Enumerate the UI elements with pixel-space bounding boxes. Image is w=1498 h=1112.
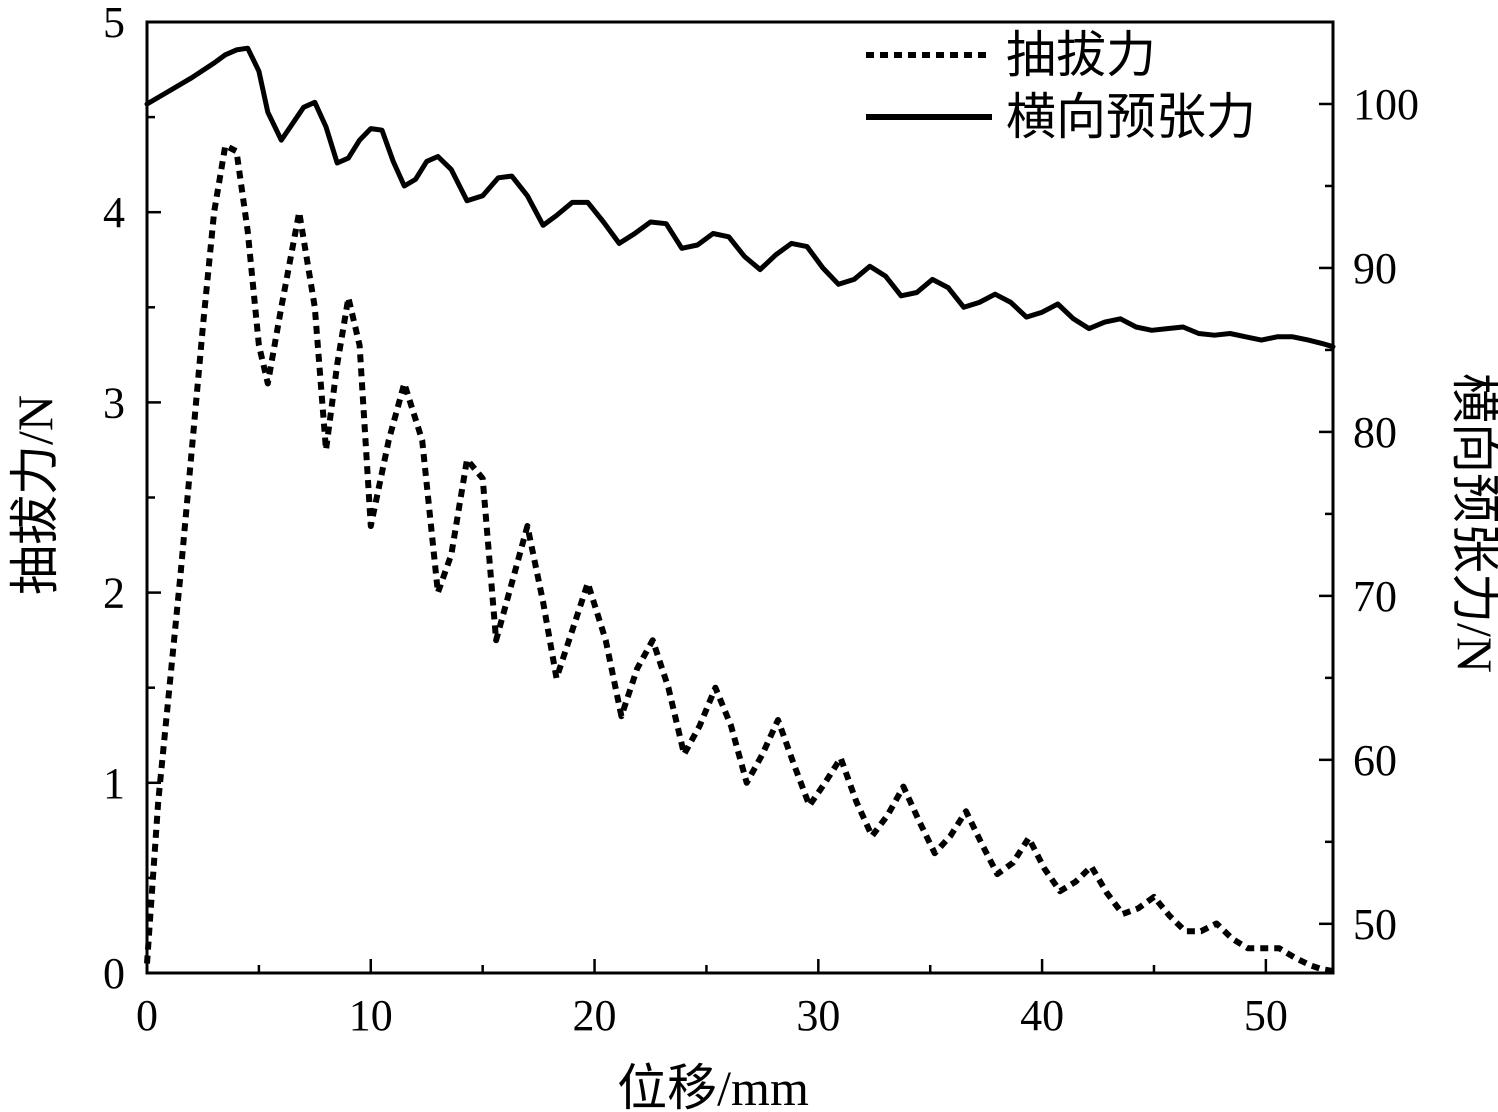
y-axis-label-right: 横向预张力/N	[1447, 373, 1498, 673]
y-left-tick-label: 5	[103, 0, 125, 47]
y-left-tick-label: 0	[103, 949, 125, 998]
y-left-tick-label: 2	[103, 569, 125, 618]
y-right-tick-label: 100	[1353, 80, 1419, 129]
x-tick-label: 10	[349, 991, 393, 1040]
legend-label-pullout-force: 抽拔力	[1006, 27, 1156, 83]
series-layer	[144, 45, 1336, 975]
x-tick-label: 40	[1020, 991, 1064, 1040]
y-left-tick-label: 3	[103, 378, 125, 427]
legend: 抽拔力 横向预张力	[866, 27, 1256, 145]
legend-label-lateral-pretension: 横向预张力	[1006, 89, 1256, 145]
series-line-pullout-force	[144, 142, 1334, 975]
y-right-tick-label: 50	[1353, 900, 1397, 949]
x-tick-label: 0	[136, 991, 158, 1040]
y-right-tick-label: 90	[1353, 244, 1397, 293]
y-right-tick-label: 70	[1353, 572, 1397, 621]
ticks-layer	[145, 20, 1333, 975]
y-right-tick-label: 60	[1353, 736, 1397, 785]
y-axis-label-left: 抽拔力/N	[7, 395, 63, 595]
x-tick-label: 20	[573, 991, 617, 1040]
plot-frame	[145, 20, 1335, 975]
y-right-tick-label: 80	[1353, 408, 1397, 457]
axes-layer	[145, 20, 1335, 975]
tick-labels-layer: 0 10 20 30 40 50 0 1 2 3 4 5 50 60 70 80 90 100	[103, 0, 1419, 1040]
y-left-tick-label: 1	[103, 759, 125, 808]
y-left-tick-label: 4	[103, 188, 125, 237]
x-axis-label: 位移/mm	[617, 1060, 809, 1112]
x-tick-label: 50	[1244, 991, 1288, 1040]
x-tick-label: 30	[796, 991, 840, 1040]
series-line-lateral-pretension	[144, 45, 1336, 350]
